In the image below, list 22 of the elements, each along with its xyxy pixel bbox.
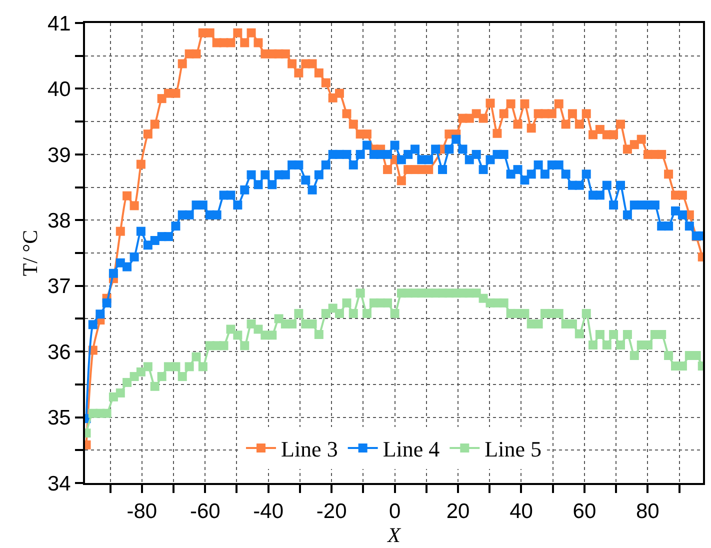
y-axis-title: T/ °C	[18, 230, 42, 276]
x-tick-label: 40	[510, 500, 533, 524]
x-axis-title: X	[386, 523, 402, 548]
y-tick-label: 39	[47, 144, 71, 167]
x-tick-label: -40	[253, 500, 284, 524]
legend-label: Line 4	[382, 436, 440, 462]
y-tick-label: 35	[47, 406, 71, 430]
y-tick-label: 34	[47, 472, 72, 496]
y-tick-label: 38	[47, 209, 71, 232]
x-tick-label: -60	[190, 500, 220, 524]
x-tick-label: 60	[572, 500, 596, 524]
x-tick-label: 20	[446, 500, 470, 524]
y-tick-label: 41	[47, 12, 71, 36]
x-tick-label: -80	[126, 500, 158, 524]
x-tick-label: -20	[316, 500, 347, 524]
legend-label: Line 5	[484, 436, 542, 462]
y-tick-label: 37	[47, 275, 71, 298]
y-tick-label: 36	[47, 340, 71, 364]
y-tick-label: 40	[47, 78, 71, 102]
x-tick-label: 0	[388, 500, 401, 524]
x-tick-label: 80	[636, 500, 660, 524]
legend-label: Line 3	[281, 436, 338, 462]
